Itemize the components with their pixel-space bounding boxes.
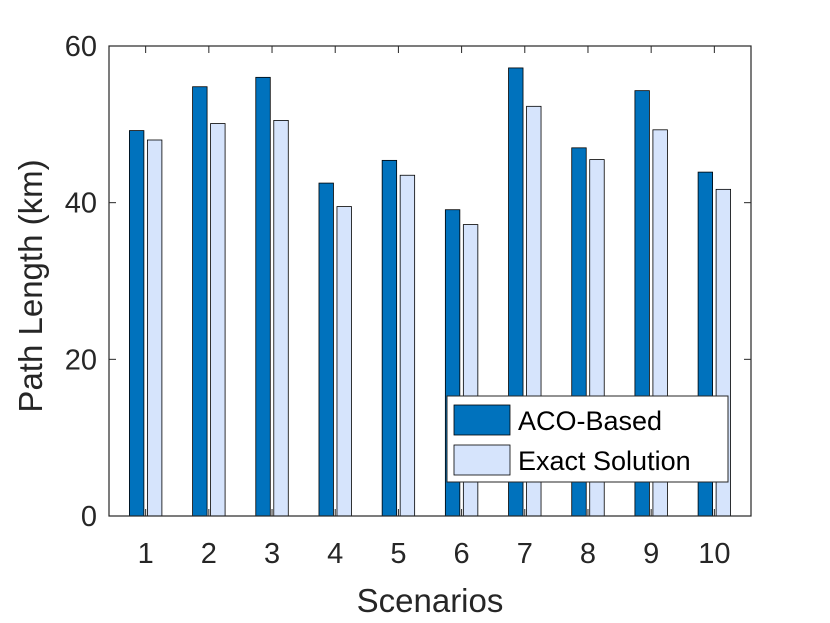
bar-aco-based-scenario-2	[192, 86, 208, 517]
bar-exact-solution-scenario-5	[399, 174, 416, 517]
x-tick-label-6: 6	[454, 538, 470, 570]
x-axis-title: Scenarios	[357, 582, 504, 619]
legend-swatch-aco-based	[453, 404, 511, 436]
x-tick-label-7: 7	[517, 538, 533, 570]
axes-box	[108, 45, 752, 517]
bar-aco-based-scenario-5	[381, 159, 398, 517]
x-tick-label-2: 2	[201, 538, 217, 570]
legend[interactable]: ACO-Based Exact Solution	[446, 395, 729, 483]
bar-aco-based-scenario-1	[128, 130, 145, 517]
bar-aco-based-scenario-3	[255, 76, 271, 517]
x-axis: 1 2 3 4 5 6 7 8 9 10	[138, 46, 730, 570]
legend-label-exact-solution: Exact Solution	[518, 446, 691, 476]
bar-exact-solution-scenario-3	[273, 120, 289, 517]
x-tick-label-10: 10	[698, 538, 730, 570]
legend-swatch-exact-solution	[453, 444, 511, 476]
x-tick-label-8: 8	[580, 538, 596, 570]
x-tick-label-9: 9	[643, 538, 659, 570]
x-tick-label-1: 1	[138, 538, 154, 570]
y-axis: 0 20 40 60	[65, 31, 751, 533]
x-tick-label-3: 3	[264, 538, 280, 570]
bars-group	[128, 67, 732, 517]
y-tick-label-0: 0	[81, 501, 97, 533]
y-tick-label-20: 20	[65, 344, 97, 376]
x-tick-label-4: 4	[327, 538, 343, 570]
x-tick-label-5: 5	[390, 538, 406, 570]
bar-exact-solution-scenario-2	[210, 123, 226, 517]
bar-exact-solution-scenario-4	[336, 206, 352, 517]
bar-aco-based-scenario-4	[318, 182, 334, 517]
y-axis-title: Path Length (km)	[12, 159, 49, 412]
y-tick-label-40: 40	[65, 188, 97, 220]
y-tick-label-60: 60	[65, 31, 97, 63]
legend-label-aco-based: ACO-Based	[518, 406, 662, 436]
bar-exact-solution-scenario-1	[146, 139, 163, 517]
